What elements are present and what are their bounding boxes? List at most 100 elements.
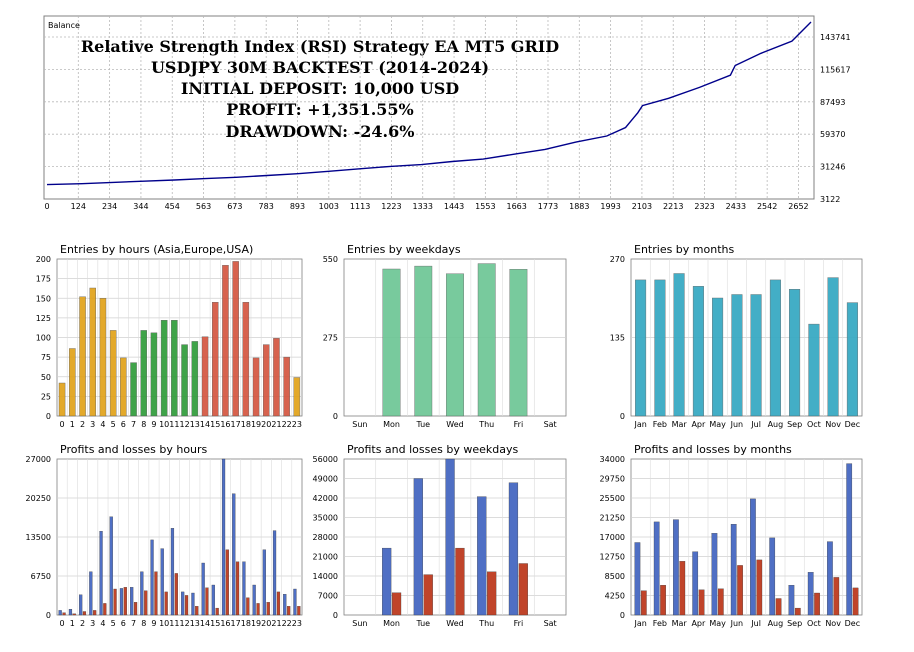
y-tick-label: 0	[46, 412, 51, 421]
x-tick-label: 8	[141, 619, 146, 628]
x-tick-label: Wed	[446, 619, 463, 628]
y-tick-label: 0	[46, 611, 51, 620]
x-tick-label: Sat	[544, 420, 557, 429]
x-tick-label: 3	[90, 619, 95, 628]
y-tick-label: 42000	[313, 494, 338, 503]
x-tick-label: Sun	[352, 619, 367, 628]
x-tick-label: 18	[241, 619, 251, 628]
x-tick-label: 23	[292, 619, 302, 628]
x-tick-label: Sep	[787, 619, 802, 628]
balance-x-tick-label: 344	[133, 202, 148, 211]
bar	[160, 319, 168, 417]
loss-bar	[93, 610, 97, 616]
y-tick-label: 50	[41, 373, 51, 382]
x-tick-label: Jan	[633, 420, 646, 429]
loss-bar	[82, 611, 87, 616]
profit-bar	[413, 478, 423, 616]
x-tick-label: Sep	[787, 420, 802, 429]
y-tick-label: 0	[620, 611, 625, 620]
x-tick-label: Nov	[825, 420, 841, 429]
y-tick-label: 25	[41, 392, 51, 401]
entries-by-hours-chart: Entries by hours (Asia,Europe,USA)025507…	[36, 243, 303, 429]
balance-panel: Balance Relative Strength Index (RSI) St…	[0, 0, 914, 215]
bar	[273, 338, 280, 417]
loss-bar	[164, 591, 168, 616]
profit-bar	[130, 587, 134, 616]
x-tick-label: 12	[180, 420, 190, 429]
y-tick-label: 8500	[605, 572, 625, 581]
loss-bar	[103, 603, 107, 616]
bar	[509, 269, 528, 417]
x-tick-label: 10	[159, 619, 169, 628]
loss-bar	[215, 607, 219, 616]
x-tick-label: Aug	[768, 420, 784, 429]
balance-x-tick-label: 234	[102, 202, 117, 211]
x-tick-label: Wed	[446, 420, 463, 429]
x-tick-label: Apr	[691, 619, 706, 628]
x-tick-label: Apr	[691, 420, 706, 429]
bar	[69, 348, 76, 417]
y-tick-label: 17000	[600, 533, 625, 542]
profit-bar	[692, 551, 699, 616]
bar	[846, 302, 858, 417]
profit-bar	[272, 530, 277, 616]
y-tick-label: 135	[610, 334, 625, 343]
x-tick-label: 6	[121, 619, 126, 628]
x-tick-label: 11	[169, 420, 179, 429]
y-tick-label: 29750	[600, 475, 625, 484]
loss-bar	[123, 587, 127, 616]
profit-bar	[846, 463, 853, 616]
bar	[140, 330, 147, 417]
x-tick-label: 4	[100, 420, 105, 429]
x-tick-label: 21	[271, 420, 281, 429]
profit-bar	[293, 588, 297, 616]
y-tick-label: 125	[36, 314, 51, 323]
bar	[58, 382, 66, 417]
balance-x-tick-label: 1663	[506, 202, 526, 211]
x-tick-label: Nov	[825, 619, 841, 628]
y-tick-label: 13500	[26, 533, 51, 542]
x-tick-label: Jun	[730, 619, 744, 628]
loss-bar	[266, 602, 270, 616]
balance-x-tick-label: 1883	[569, 202, 589, 211]
balance-x-tick-label: 1223	[381, 202, 401, 211]
x-tick-label: 2	[80, 619, 85, 628]
balance-x-tick-label: 563	[196, 202, 211, 211]
balance-x-tick-label: 2542	[757, 202, 777, 211]
bar	[446, 273, 464, 417]
balance-x-tick-label: 2323	[694, 202, 714, 211]
profit-bar	[109, 516, 113, 616]
bar	[635, 279, 647, 417]
profit-bar	[79, 594, 83, 616]
loss-bar	[775, 598, 782, 616]
bar	[654, 279, 666, 417]
x-tick-label: 22	[282, 420, 292, 429]
x-tick-label: 13	[190, 619, 200, 628]
x-tick-label: 15	[210, 619, 220, 628]
x-tick-label: Dec	[845, 420, 860, 429]
balance-x-tick-label: 1003	[319, 202, 339, 211]
loss-bar	[184, 595, 189, 616]
loss-bar	[698, 589, 705, 616]
title-line-3: INITIAL DEPOSIT: 10,000 USD	[181, 79, 459, 98]
profit-bar	[221, 458, 226, 616]
profit-bar	[201, 562, 205, 616]
title-line-2: USDJPY 30M BACKTEST (2014-2024)	[151, 58, 489, 77]
profit-bar	[242, 561, 246, 616]
balance-x-tick-label: 2213	[663, 202, 683, 211]
y-tick-label: 49000	[313, 475, 338, 484]
x-tick-label: 4	[100, 619, 105, 628]
x-tick-label: Fri	[514, 619, 524, 628]
y-tick-label: 175	[36, 275, 51, 284]
x-tick-label: Mon	[383, 619, 400, 628]
bar	[382, 268, 401, 417]
bar	[414, 265, 433, 417]
balance-x-tick-label: 2103	[632, 202, 652, 211]
x-tick-label: 9	[151, 420, 156, 429]
profit-bar	[211, 584, 215, 616]
profit-bar	[191, 592, 195, 616]
y-tick-label: 550	[323, 255, 338, 264]
chart-title: Profits and losses by months	[634, 443, 792, 456]
x-tick-label: 21	[271, 619, 281, 628]
x-tick-label: 22	[282, 619, 292, 628]
